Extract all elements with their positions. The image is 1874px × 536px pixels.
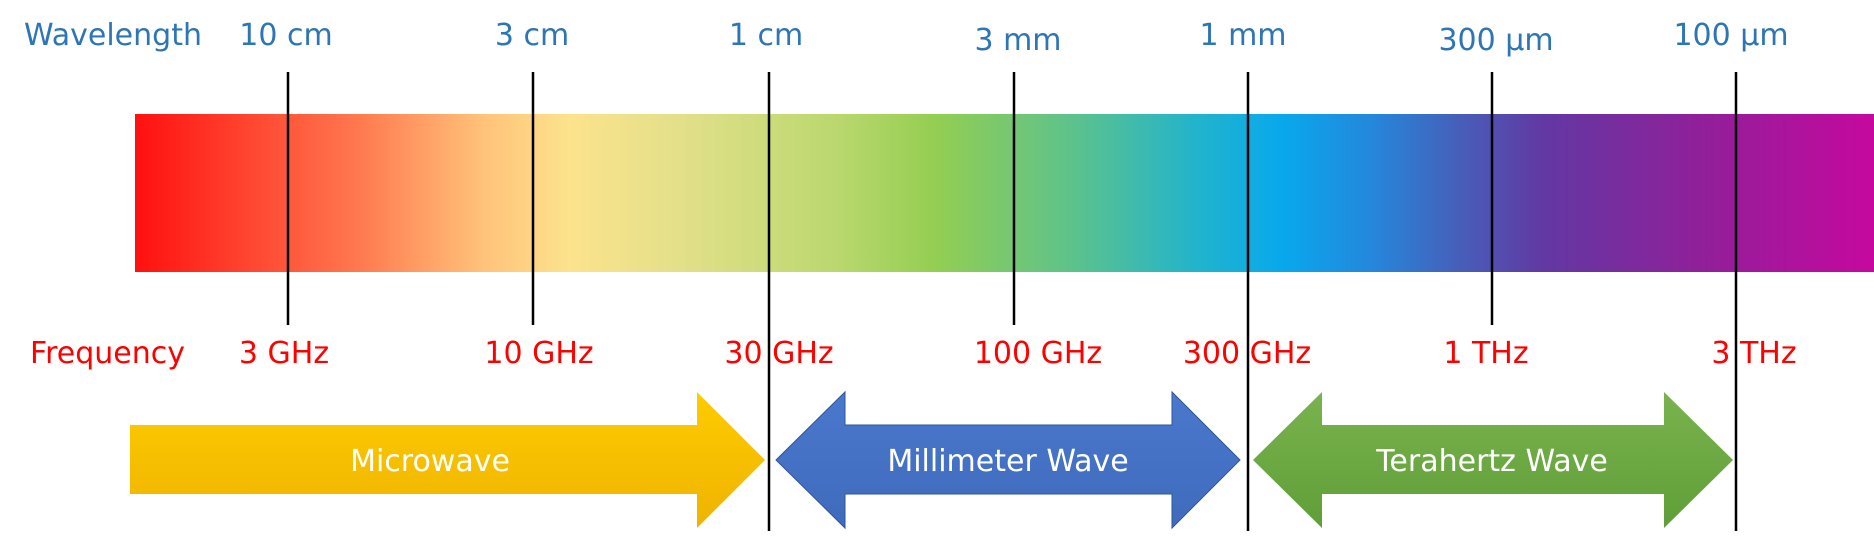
millimeter-arrow [775,390,1241,530]
wavelength-tick-label: 3 mm [974,23,1061,58]
tick-group-2: 1 cm 30 GHz [724,18,834,531]
wavelength-tick-label: 1 cm [729,18,803,53]
frequency-tick-label: 1 THz [1443,336,1528,371]
wavelength-tick-label: 1 mm [1199,18,1286,53]
tick-group-4: 1 mm 300 GHz [1183,18,1311,531]
band-millimeter: Millimeter Wave [775,390,1241,530]
tick-group-1: 3 cm 10 GHz [484,18,593,371]
microwave-arrow [130,392,765,528]
wavelength-tick-label: 300 µm [1438,23,1553,58]
terahertz-arrow [1253,392,1733,528]
tick-group-6: 100 µm 3 THz [1673,18,1797,531]
band-terahertz: Terahertz Wave [1253,392,1733,528]
frequency-tick-label: 300 GHz [1183,336,1311,371]
tick-group-0: 10 cm 3 GHz [239,18,333,371]
frequency-tick-label: 3 THz [1711,336,1796,371]
microwave-label: Microwave [350,444,510,479]
wavelength-tick-label: 3 cm [495,18,569,53]
frequency-tick-label: 10 GHz [484,336,593,371]
spectrum-bar [135,114,1874,272]
frequency-tick-label: 30 GHz [724,336,833,371]
frequency-tick-label: 100 GHz [974,336,1102,371]
tick-group-5: 300 µm 1 THz [1438,23,1553,371]
frequency-row-label: Frequency [30,336,185,371]
terahertz-label: Terahertz Wave [1375,444,1608,479]
wavelength-row-label: Wavelength [24,18,202,53]
tick-group-3: 3 mm 100 GHz [974,23,1102,371]
wavelength-tick-label: 100 µm [1673,18,1788,53]
wavelength-tick-label: 10 cm [239,18,332,53]
band-microwave: Microwave [130,392,765,528]
millimeter-label: Millimeter Wave [887,444,1128,479]
frequency-tick-label: 3 GHz [239,336,329,371]
